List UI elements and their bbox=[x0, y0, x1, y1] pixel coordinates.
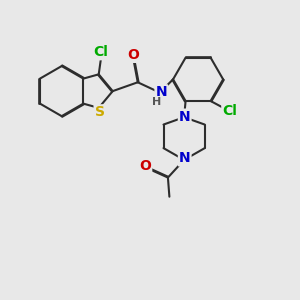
Text: O: O bbox=[139, 159, 151, 173]
Text: O: O bbox=[128, 48, 139, 62]
Text: Cl: Cl bbox=[222, 104, 237, 118]
Text: N: N bbox=[155, 85, 167, 99]
Text: S: S bbox=[94, 105, 105, 119]
Text: N: N bbox=[179, 110, 190, 124]
Text: N: N bbox=[179, 152, 190, 165]
Text: Cl: Cl bbox=[94, 45, 109, 59]
Text: H: H bbox=[152, 97, 161, 107]
